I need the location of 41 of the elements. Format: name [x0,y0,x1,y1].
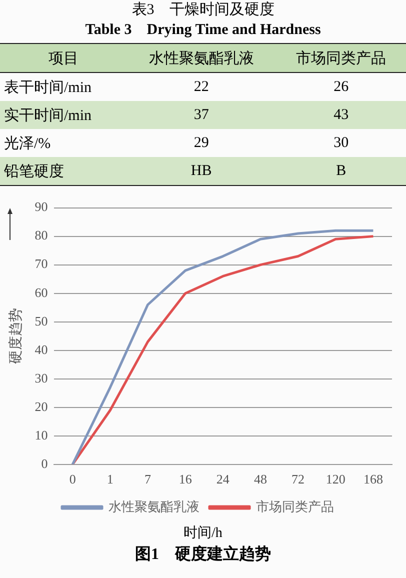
x-tick-label: 72 [292,472,305,487]
text: 项目 [0,44,127,72]
y-tick-label: 0 [41,456,48,471]
legend-label: 水性聚氨酯乳液 [108,498,200,514]
data-label: 26 [332,78,350,96]
data-label: B [276,157,406,186]
y-tick-label: 60 [34,284,48,300]
category-label: 实干时间/min [0,101,127,129]
x-tick-label: 0 [69,472,76,487]
y-tick-label: 50 [34,313,48,328]
data-label: 43 [276,101,406,129]
x-tick-label: 16 [178,472,192,487]
x-tick-label: 7 [144,472,152,487]
text: 表3 干燥时间及硬度 [130,0,276,20]
x-tick-label: 24 [216,472,230,487]
x-tick-label: 168 [363,472,383,487]
data-label: 22 [192,78,210,96]
text: 市场同类产品 [276,44,406,72]
text: Table 3 Drying Time and Hardness [84,21,322,40]
category-label: 铅笔硬度 [0,157,127,186]
category-label: 光泽/% [3,134,52,154]
y-tick-label: 90 [34,199,48,214]
y-tick-label: 80 [34,228,48,243]
x-tick-label: 48 [254,472,267,487]
y-tick-label: 20 [34,398,48,414]
data-label: 30 [332,134,350,152]
y-tick-label: 10 [34,427,48,442]
y-tick-label: 70 [34,256,48,272]
y-tick-label: 30 [34,370,48,386]
text: 图1 硬度建立趋势 [134,544,272,565]
text: 水性聚氨酯乳液 [126,44,276,72]
data-label: 29 [192,134,210,152]
category-label: 表干时间/min [3,78,93,98]
y-tick-label: 40 [34,342,48,357]
data-label: 37 [126,101,276,129]
x-tick-label: 120 [326,472,346,487]
y-axis-title: 硬度趋势 [8,308,24,364]
data-label: HB [126,157,276,186]
x-tick-label: 1 [106,472,114,487]
x-axis-title: 时间/h [182,524,224,543]
legend-label: 市场同类产品 [256,498,334,514]
